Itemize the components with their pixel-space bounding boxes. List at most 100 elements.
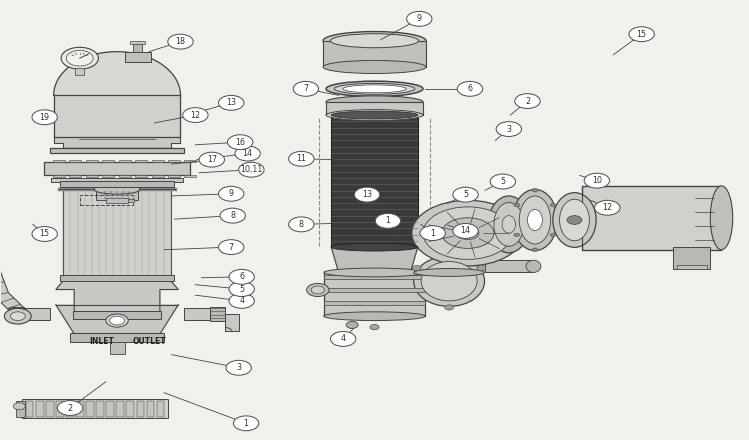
Bar <box>86 160 98 162</box>
Bar <box>210 307 225 321</box>
Bar <box>124 52 151 62</box>
Circle shape <box>445 305 454 310</box>
Text: 1: 1 <box>243 419 249 428</box>
Circle shape <box>121 191 124 193</box>
Circle shape <box>514 233 520 237</box>
Ellipse shape <box>311 286 324 294</box>
Bar <box>135 160 147 162</box>
Circle shape <box>239 162 264 177</box>
Circle shape <box>61 47 98 69</box>
Circle shape <box>514 203 520 207</box>
Ellipse shape <box>488 196 530 253</box>
Bar <box>127 400 134 417</box>
Circle shape <box>234 416 259 431</box>
Ellipse shape <box>413 256 485 306</box>
Bar <box>676 265 706 269</box>
Bar <box>66 400 73 417</box>
Ellipse shape <box>331 243 418 251</box>
Text: 10,11: 10,11 <box>240 165 263 174</box>
Text: 15: 15 <box>637 29 646 39</box>
Ellipse shape <box>326 110 423 121</box>
Circle shape <box>121 194 124 196</box>
Text: 13: 13 <box>362 190 372 199</box>
Circle shape <box>226 360 252 375</box>
Bar <box>96 189 138 200</box>
Circle shape <box>115 198 118 199</box>
Bar <box>184 308 210 320</box>
Bar <box>86 400 94 417</box>
Bar <box>323 41 426 67</box>
Circle shape <box>567 216 582 224</box>
Bar <box>52 178 183 182</box>
Text: 19: 19 <box>40 113 49 122</box>
Ellipse shape <box>710 186 733 250</box>
Circle shape <box>104 194 106 196</box>
Circle shape <box>32 227 58 242</box>
Bar <box>485 260 533 272</box>
Circle shape <box>219 186 244 201</box>
Ellipse shape <box>553 193 596 247</box>
Circle shape <box>407 11 432 26</box>
Circle shape <box>490 174 515 189</box>
Bar <box>70 333 164 342</box>
Circle shape <box>515 94 540 109</box>
Ellipse shape <box>109 316 124 325</box>
Bar <box>151 175 163 177</box>
Circle shape <box>458 81 482 96</box>
Bar <box>331 115 418 247</box>
Ellipse shape <box>526 260 541 272</box>
Bar <box>75 68 84 75</box>
Bar <box>130 41 145 44</box>
Text: 18: 18 <box>175 37 186 46</box>
Circle shape <box>550 233 556 237</box>
Circle shape <box>453 187 478 202</box>
Circle shape <box>183 108 208 122</box>
Ellipse shape <box>323 60 426 73</box>
Circle shape <box>288 217 314 232</box>
Text: 17: 17 <box>207 155 217 164</box>
Bar <box>184 175 196 177</box>
Circle shape <box>412 200 524 266</box>
Bar <box>24 308 50 320</box>
Bar <box>70 160 82 162</box>
Bar <box>225 314 239 331</box>
Circle shape <box>58 400 82 415</box>
Bar <box>64 183 171 279</box>
Bar <box>582 186 721 250</box>
Bar <box>103 175 115 177</box>
Ellipse shape <box>323 32 426 50</box>
Ellipse shape <box>421 261 477 301</box>
Circle shape <box>110 191 112 193</box>
Circle shape <box>413 265 421 271</box>
Bar <box>116 400 124 417</box>
Bar <box>151 160 163 162</box>
Circle shape <box>229 282 255 297</box>
Bar <box>61 181 174 187</box>
Ellipse shape <box>326 81 423 96</box>
Bar <box>9 307 24 321</box>
Text: 15: 15 <box>40 230 49 238</box>
Bar <box>53 160 65 162</box>
Bar <box>26 400 34 417</box>
Text: 14: 14 <box>243 149 252 158</box>
Circle shape <box>32 110 58 125</box>
Bar <box>324 288 425 292</box>
Bar <box>119 160 130 162</box>
Text: 8: 8 <box>299 220 304 229</box>
Text: 13: 13 <box>226 98 236 107</box>
Text: 8: 8 <box>230 211 235 220</box>
Bar <box>106 198 128 203</box>
Text: 5: 5 <box>500 177 506 186</box>
Bar <box>147 400 154 417</box>
Bar <box>136 400 144 417</box>
Bar <box>184 160 196 162</box>
Text: 10: 10 <box>592 176 602 185</box>
Circle shape <box>346 322 358 328</box>
Polygon shape <box>331 247 418 272</box>
Text: 1: 1 <box>430 229 435 238</box>
Bar <box>76 400 84 417</box>
Text: 5: 5 <box>239 285 244 293</box>
Bar <box>324 272 425 316</box>
Bar <box>70 175 82 177</box>
Text: 5: 5 <box>463 190 468 199</box>
